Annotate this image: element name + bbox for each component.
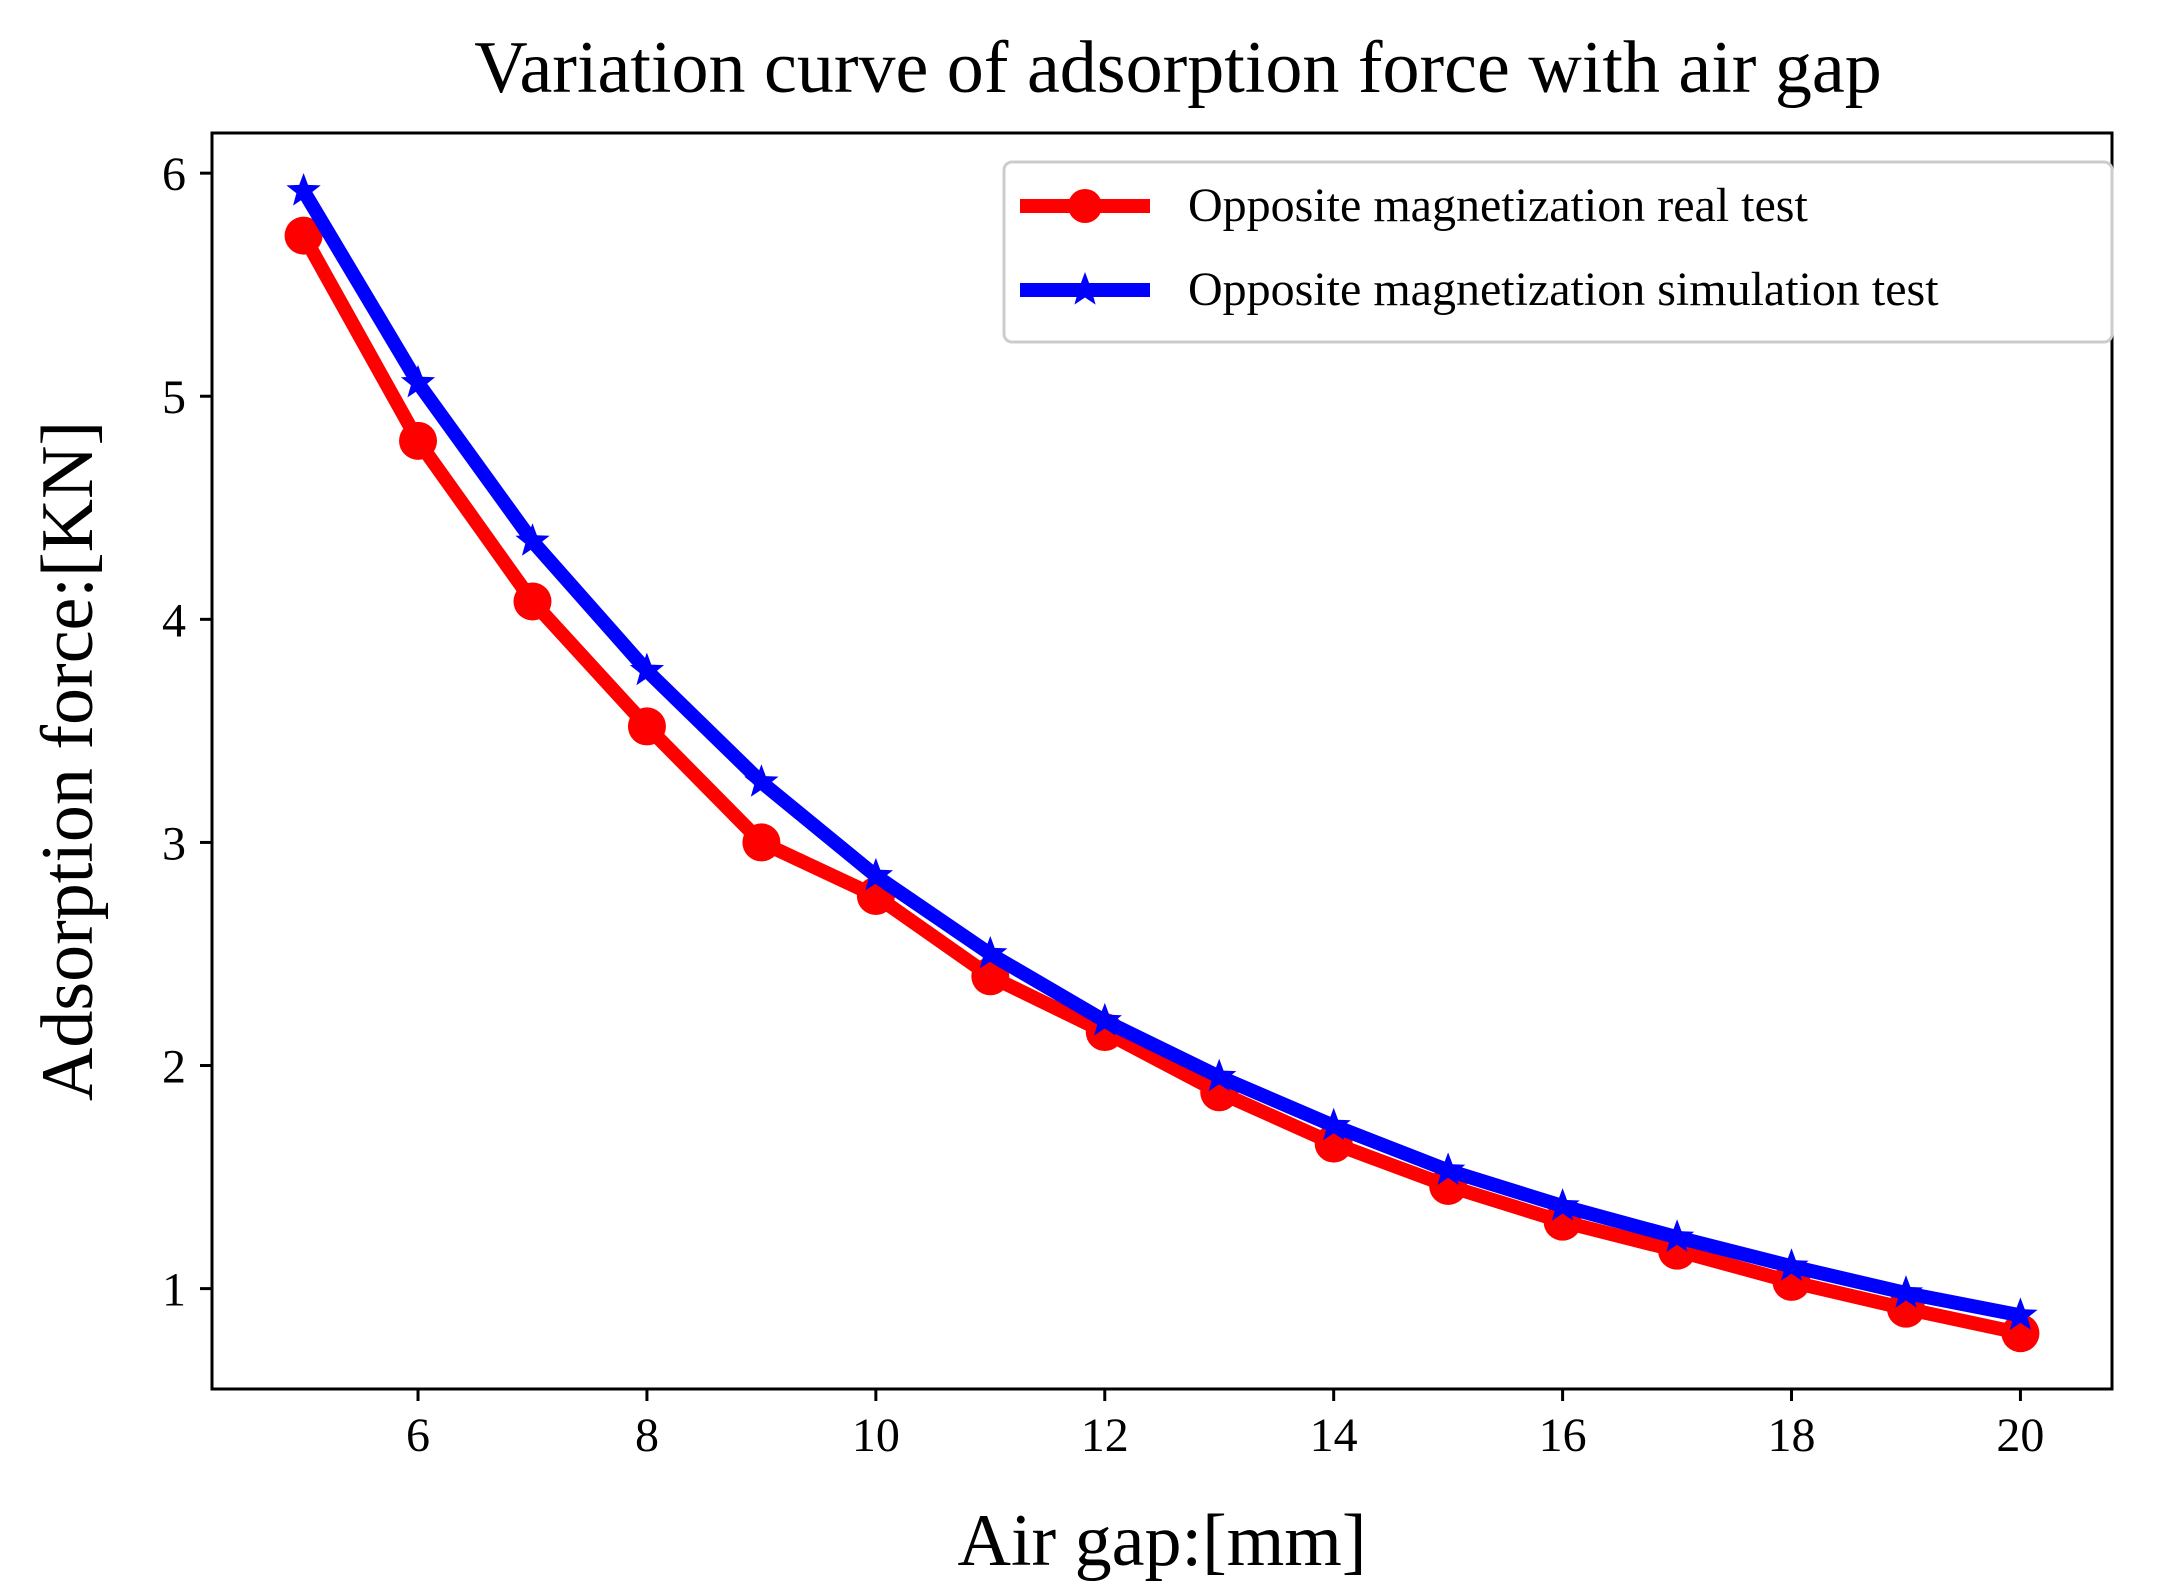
data-point-simulation <box>973 936 1008 969</box>
plot-area <box>210 131 2114 1391</box>
data-point-simulation <box>515 523 550 556</box>
data-point-simulation <box>858 857 893 891</box>
x-tick-label: 14 <box>1310 1409 1358 1462</box>
axes-frame <box>210 131 2114 1391</box>
legend-marker-real <box>1068 189 1102 223</box>
data-point-simulation <box>1431 1152 1466 1185</box>
y-tick-label: 4 <box>162 594 186 647</box>
x-tick-label: 12 <box>1081 1409 1129 1462</box>
x-tick-label: 16 <box>1539 1409 1587 1462</box>
chart-title: Variation curve of adsorption force with… <box>474 27 1882 109</box>
legend-box <box>1002 160 2114 344</box>
data-point-real <box>284 216 323 255</box>
data-point-simulation <box>1888 1275 1924 1308</box>
data-point-simulation <box>629 652 665 686</box>
series-line-simulation <box>296 184 2028 1323</box>
data-point-simulation <box>1545 1188 1580 1221</box>
x-tick-label: 6 <box>406 1409 430 1462</box>
data-point-real <box>2001 1314 2040 1353</box>
x-axis-label: Air gap:[mm] <box>958 1500 1367 1582</box>
legend-marker-simulation <box>1067 272 1103 305</box>
data-point-simulation <box>2003 1297 2038 1330</box>
series-layer <box>284 173 2040 1353</box>
y-tick-label: 1 <box>162 1264 186 1317</box>
y-axis-label: Adsorption force:[KN] <box>27 421 109 1101</box>
data-point-simulation <box>286 173 321 206</box>
data-point-simulation <box>1316 1107 1351 1141</box>
y-tick-label: 5 <box>162 371 186 424</box>
data-point-simulation <box>1202 1058 1237 1092</box>
series-line-real <box>296 228 2028 1341</box>
data-point-simulation <box>1774 1248 1809 1281</box>
legend-label-simulation: Opposite magnetization simulation test <box>1188 263 1939 316</box>
data-point-real <box>742 823 781 862</box>
data-point-simulation <box>400 364 436 398</box>
y-axis: 1 2 3 4 5 6 <box>162 148 212 1317</box>
x-tick-label: 18 <box>1768 1409 1816 1462</box>
data-point-real <box>399 421 438 460</box>
data-point-simulation <box>744 764 779 797</box>
x-tick-label: 10 <box>852 1409 900 1462</box>
legend: Opposite magnetization real test Opposit… <box>1002 160 2114 344</box>
y-tick-label: 3 <box>162 817 186 870</box>
data-point-simulation <box>1659 1219 1695 1252</box>
y-tick-label: 6 <box>162 148 186 201</box>
x-axis: 6 8 10 12 14 16 18 20 <box>406 1389 2044 1462</box>
legend-label-real: Opposite magnetization real test <box>1188 179 1808 232</box>
data-point-real <box>513 582 552 621</box>
x-tick-label: 8 <box>635 1409 659 1462</box>
data-point-real <box>627 707 666 746</box>
data-point-simulation <box>1087 1002 1122 1036</box>
y-tick-label: 2 <box>162 1041 186 1094</box>
x-tick-label: 20 <box>1996 1409 2044 1462</box>
